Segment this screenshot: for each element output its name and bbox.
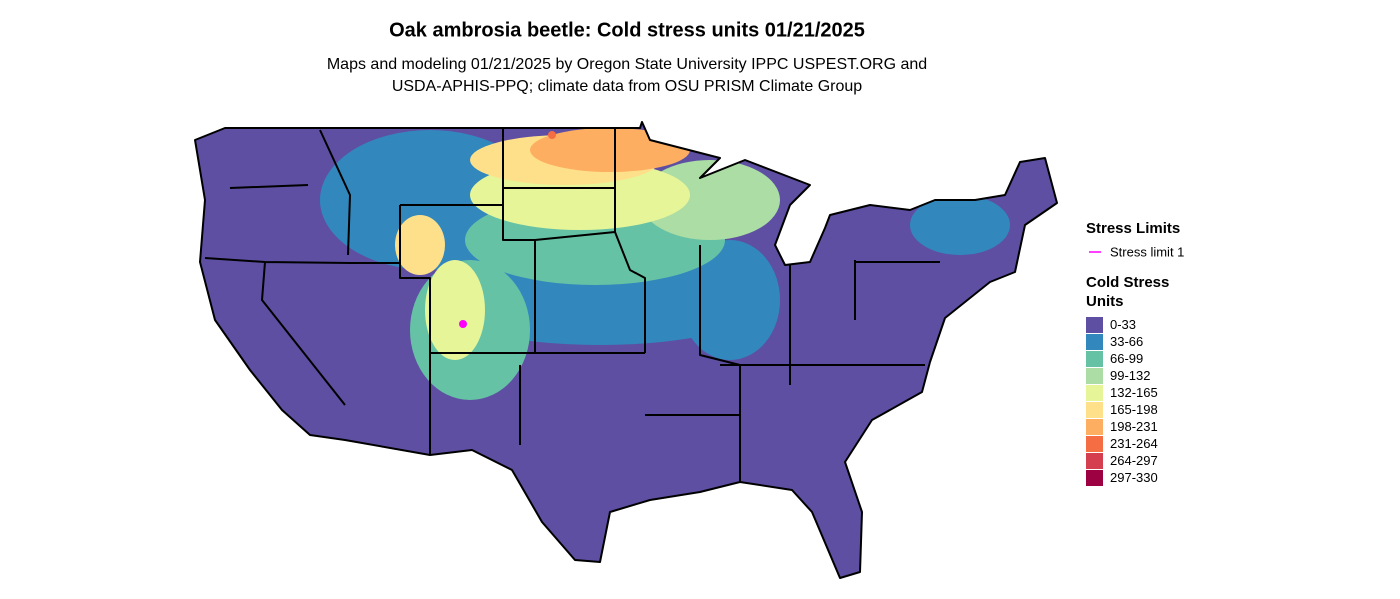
legend-title: Cold Stress [1086,274,1169,291]
legend-swatch [1086,317,1103,333]
legend-label: 165-198 [1110,402,1158,417]
legend-label: 33-66 [1110,334,1143,349]
legend-swatch [1086,368,1103,384]
legend-label: 99-132 [1110,368,1150,383]
legend-label: 264-297 [1110,453,1158,468]
region [910,195,1010,255]
region [395,215,445,275]
legend-swatch [1086,436,1103,452]
legend-swatch [1086,419,1103,435]
stress-limit-mark [459,320,467,328]
legend-label: 198-231 [1110,419,1158,434]
subtitle: USDA-APHIS-PPQ; climate data from OSU PR… [392,78,862,95]
region [680,240,780,360]
title: Oak ambrosia beetle: Cold stress units 0… [389,19,865,41]
map [195,122,1057,578]
legend-swatch [1086,334,1103,350]
region [548,131,556,139]
legend: 0-33 33-66 66-99 99-132 132-165 165-198 198-23… [1086,317,1158,486]
legend-swatch [1086,470,1103,486]
legend-swatch [1086,385,1103,401]
region [425,260,485,360]
legend-label: 0-33 [1110,317,1136,332]
legend-swatch [1086,351,1103,367]
legend-label: Stress limit 1 [1110,244,1184,259]
legend-label: 231-264 [1110,436,1158,451]
legend-title: Stress Limits [1086,220,1180,237]
legend-label: 132-165 [1110,385,1158,400]
legend-title: Units [1086,293,1124,310]
subtitle: Maps and modeling 01/21/2025 by Oregon S… [327,56,927,73]
legend-swatch [1086,402,1103,418]
legend-label: 297-330 [1110,470,1158,485]
state-borders [204,128,940,482]
legend-swatch [1086,453,1103,469]
legend-label: 66-99 [1110,351,1143,366]
